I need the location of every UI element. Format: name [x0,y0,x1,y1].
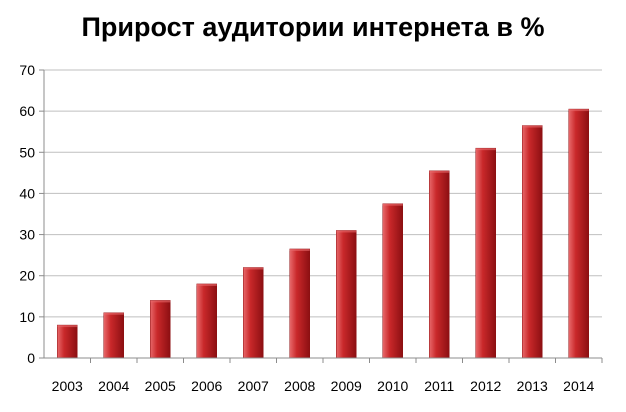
bar-top-2011 [429,170,450,173]
x-tick-label: 2010 [377,378,408,394]
x-tick-label: 2009 [331,378,362,394]
x-tick-label: 2004 [98,378,129,394]
bar-top-2009 [336,230,357,233]
bar-2008 [289,248,310,359]
bar-2014 [568,108,589,359]
bar-top-2005 [150,300,171,303]
gridlines [44,69,602,359]
bar-2004 [103,312,124,359]
bar-2010 [382,203,403,359]
x-tick-label: 2011 [424,378,454,394]
x-tick-label: 2012 [470,378,501,394]
y-tick-label: 0 [27,350,35,366]
x-tick-label: 2006 [191,378,222,394]
bar-top-2012 [475,148,496,151]
tick-labels: 0 10 20 30 40 50 60 70 2003 2004 2005 2006 2007 2008 2… [19,62,594,394]
bar-top-2004 [103,312,124,315]
bar-2009 [336,230,357,359]
y-tick-label: 60 [19,103,35,119]
y-tick-label: 40 [19,185,35,201]
bar-2005 [150,300,171,359]
x-tick-label: 2007 [238,378,269,394]
bar-top-2014 [568,109,589,112]
x-tick-label: 2014 [563,378,594,394]
bar-2011 [429,170,450,359]
bar-2012 [475,147,496,359]
y-tick-label: 20 [19,268,35,284]
bar-top-2008 [289,248,310,251]
bar-top-2013 [522,125,543,128]
bar-top-2003 [57,325,78,328]
x-tick-label: 2008 [284,378,315,394]
bar-top-2006 [196,283,217,286]
bar-2007 [243,267,264,359]
y-tick-label: 10 [19,309,35,325]
y-tick-label: 30 [19,227,35,243]
x-tick-label: 2003 [52,378,83,394]
y-tick-label: 50 [19,144,35,160]
bar-top-2010 [382,203,403,206]
bars [57,108,589,359]
bar-2003 [57,324,78,359]
bar-2013 [522,125,543,359]
chart-title: Прирост аудитории интернета в % [81,12,545,42]
bar-2006 [196,283,217,359]
x-tick-label: 2005 [145,378,176,394]
bar-top-2007 [243,267,264,270]
y-tick-label: 70 [19,62,35,78]
axes [39,69,603,363]
x-tick-label: 2013 [517,378,548,394]
